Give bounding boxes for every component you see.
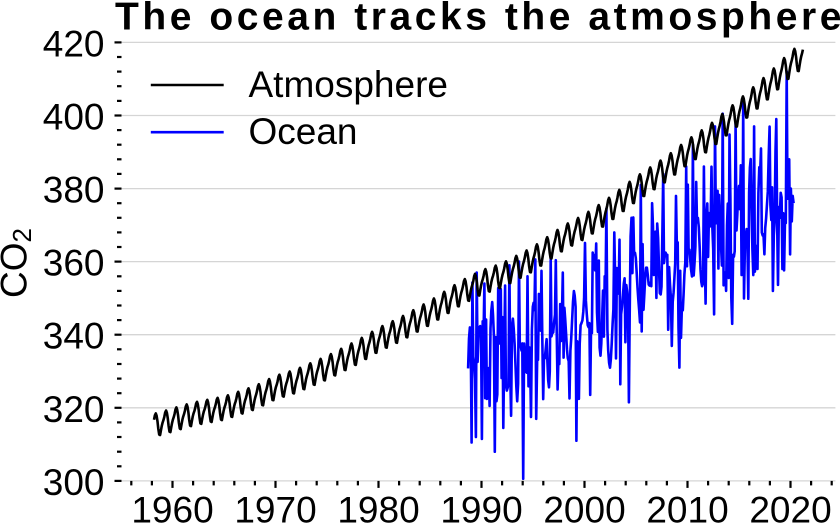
svg-text:340: 340 — [43, 316, 105, 357]
svg-text:2010: 2010 — [646, 490, 728, 529]
svg-text:380: 380 — [43, 170, 105, 211]
svg-text:1990: 1990 — [440, 490, 522, 529]
svg-text:1980: 1980 — [337, 490, 419, 529]
svg-text:1970: 1970 — [234, 490, 316, 529]
svg-text:Atmosphere: Atmosphere — [249, 64, 449, 105]
svg-text:Ocean: Ocean — [249, 111, 358, 152]
svg-text:1960: 1960 — [131, 490, 213, 529]
svg-text:2000: 2000 — [543, 490, 625, 529]
svg-text:400: 400 — [43, 97, 105, 138]
svg-text:2020: 2020 — [749, 490, 831, 529]
svg-text:CO2: CO2 — [0, 228, 37, 298]
svg-text:320: 320 — [43, 389, 105, 430]
svg-text:420: 420 — [43, 23, 105, 64]
svg-text:The ocean tracks the atmospher: The ocean tracks the atmosphere — [115, 0, 840, 39]
svg-text:360: 360 — [43, 243, 105, 284]
svg-text:300: 300 — [43, 462, 105, 503]
